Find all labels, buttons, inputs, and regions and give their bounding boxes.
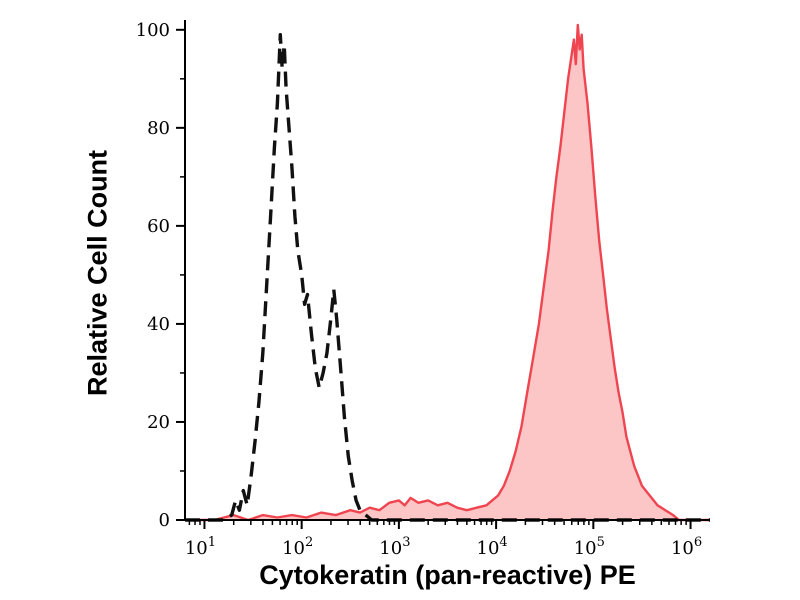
x-tick-label: 106: [671, 535, 702, 559]
x-tick-exponent: 2: [305, 535, 313, 550]
y-axis-label: Relative Cell Count: [82, 149, 113, 396]
y-tick-label: 60: [147, 216, 170, 237]
x-tick-label: 105: [574, 535, 605, 559]
sample-curve-outline: [185, 23, 710, 522]
x-tick-label: 104: [477, 535, 508, 559]
x-tick-exponent: 6: [694, 535, 702, 550]
y-tick-label: 100: [136, 20, 170, 41]
x-tick-label: 103: [379, 535, 410, 559]
x-tick-label: 101: [185, 535, 216, 559]
x-axis-label: Cytokeratin (pan-reactive) PE: [259, 560, 636, 590]
sample-curve-fill: [185, 24, 710, 521]
x-tick-exponent: 4: [499, 535, 507, 550]
x-tick-label: 102: [282, 535, 313, 559]
y-tick-label: 80: [147, 118, 170, 139]
x-tick-exponent: 3: [402, 535, 410, 550]
x-tick-exponent: 5: [597, 535, 605, 550]
y-tick-label: 40: [147, 314, 170, 335]
control-curve: [185, 33, 710, 522]
y-tick-label: 0: [159, 510, 170, 531]
y-tick-label: 20: [147, 412, 170, 433]
x-tick-exponent: 1: [208, 535, 216, 550]
